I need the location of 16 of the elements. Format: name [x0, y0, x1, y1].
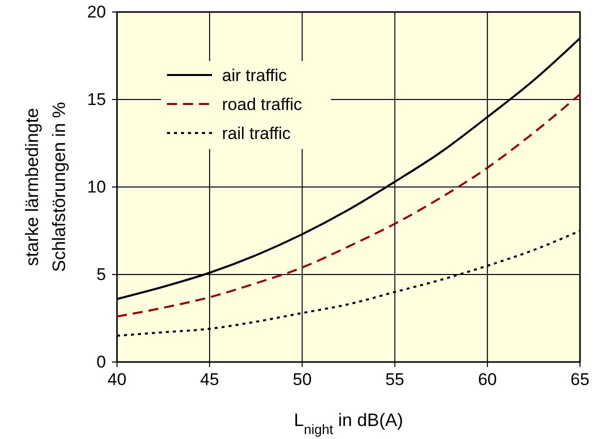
x-tick-label: 65 [570, 370, 590, 390]
x-tick-label: 60 [478, 370, 497, 390]
x-tick-label: 45 [200, 370, 220, 390]
y-axis-title: starke lärmbedingte Schlafstörungen in % [22, 102, 69, 272]
legend-label: rail traffic [222, 124, 292, 143]
x-axis-title: L$_{night}$ in dB(A) [294, 410, 404, 436]
x-tick-label: 50 [292, 370, 312, 390]
y-tick-label: 0 [96, 352, 106, 372]
legend-label: air traffic [222, 66, 288, 85]
y-tick-label: 20 [87, 2, 106, 22]
y-tick-label: 5 [96, 264, 106, 284]
y-tick-label: 10 [87, 177, 106, 196]
x-tick-label: 40 [108, 370, 126, 390]
x-tick-label: 55 [385, 370, 404, 390]
legend-label: road traffic [222, 95, 303, 114]
y-tick-label: 15 [87, 90, 106, 109]
